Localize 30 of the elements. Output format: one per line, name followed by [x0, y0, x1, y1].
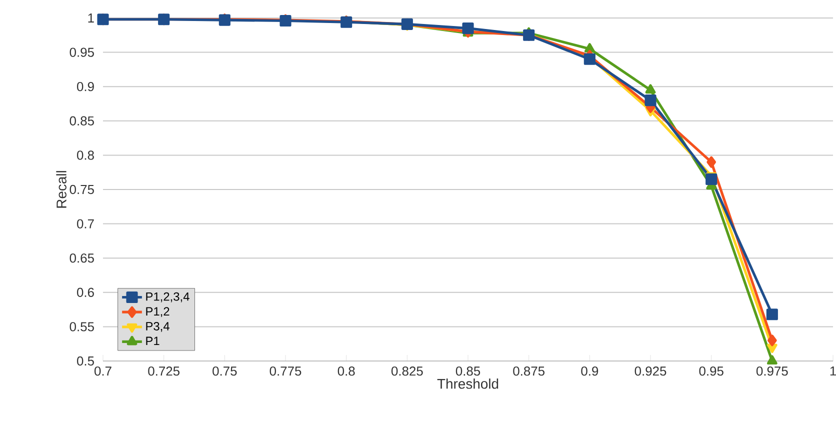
- y-tick-label: 0.55: [70, 322, 94, 332]
- y-tick-label: 0.8: [76, 150, 94, 160]
- x-tick-label: 0.875: [513, 366, 544, 376]
- x-axis-title: Threshold: [437, 378, 498, 389]
- x-tick-label: 0.9: [581, 366, 598, 376]
- y-tick-label: 0.85: [70, 116, 94, 126]
- x-tick-label: 0.7: [94, 366, 112, 376]
- x-tick-label: 0.775: [270, 366, 302, 376]
- x-tick-label: 0.925: [634, 366, 666, 376]
- x-tick-label: 0.75: [212, 366, 237, 376]
- y-tick-label: 0.65: [70, 254, 94, 263]
- y-tick-label: 0.5: [76, 356, 94, 366]
- y-tick-label: 0.75: [70, 184, 94, 194]
- y-tick-label: 1: [88, 14, 94, 22]
- y-tick-label: 0.95: [70, 48, 94, 57]
- x-tick-label: 0.95: [699, 366, 724, 376]
- legend-label: P3,4: [146, 322, 170, 332]
- legend-label: P1: [146, 336, 160, 346]
- x-tick-label: 0.8: [338, 366, 355, 376]
- x-tick-label: 1: [830, 366, 836, 376]
- y-tick-label: 0.9: [76, 82, 94, 92]
- y-axis-title: Recall: [56, 171, 66, 208]
- legend-label: P1,2: [146, 307, 170, 318]
- y-tick-label: 0.7: [76, 219, 94, 228]
- x-tick-label: 0.975: [756, 366, 788, 376]
- x-tick-label: 0.825: [391, 366, 423, 376]
- x-tick-label: 0.725: [148, 366, 180, 376]
- x-tick-label: 0.85: [456, 366, 480, 376]
- y-tick-label: 0.6: [76, 288, 94, 297]
- legend-label: P1,2,3,4: [146, 292, 190, 302]
